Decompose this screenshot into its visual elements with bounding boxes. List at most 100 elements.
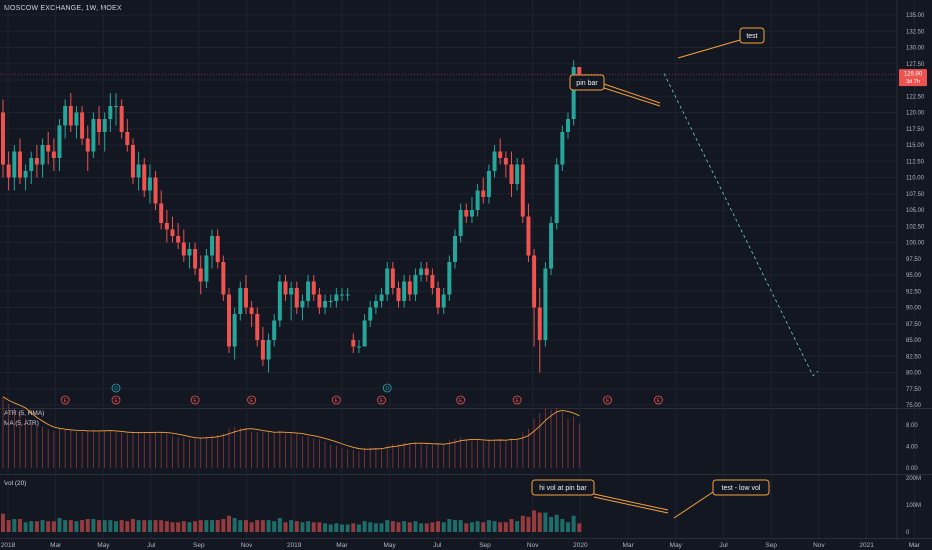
- event-marker-label: E: [606, 398, 610, 404]
- dividend-marker: [111, 383, 121, 393]
- candle-body: [170, 229, 175, 236]
- time-tick-label: Sep: [479, 542, 491, 549]
- candle-body: [23, 171, 28, 178]
- volume-tick-label: 200M: [906, 476, 921, 482]
- volume-bar: [40, 520, 45, 532]
- candle-body: [441, 294, 446, 308]
- volume-bar: [311, 522, 316, 532]
- earnings-marker: [377, 395, 386, 405]
- annotation-test-pointer: [677, 39, 741, 59]
- candle-body: [6, 164, 11, 178]
- candle-body: [125, 132, 130, 145]
- forecast-projection-line: [663, 73, 819, 377]
- volume-bar: [356, 524, 361, 532]
- dividend-marker: [382, 383, 392, 393]
- candle-body: [97, 119, 102, 132]
- volume-bar: [136, 520, 141, 532]
- volume-bar: [373, 523, 378, 532]
- candle-body: [503, 158, 508, 165]
- candle-body: [204, 255, 209, 282]
- volume-label: Vol (20): [4, 480, 27, 487]
- last-price-badge: [899, 69, 927, 87]
- volume-bar: [1, 513, 5, 532]
- candle-body: [340, 294, 344, 296]
- candle-body: [272, 320, 277, 340]
- volume-bar: [486, 520, 491, 532]
- price-tick-label: 87.50: [906, 322, 922, 328]
- candle-body: [390, 268, 395, 288]
- candle-body: [436, 288, 441, 308]
- price-tick-label: 107.50: [906, 192, 925, 198]
- volume-bar: [46, 521, 51, 532]
- time-tick-label: May: [670, 542, 683, 549]
- candle-body: [368, 307, 373, 321]
- price-tick-label: 95.00: [906, 273, 922, 279]
- earnings-marker: [603, 395, 612, 405]
- volume-bar: [379, 523, 384, 532]
- price-tick-label: 130.00: [906, 46, 925, 52]
- candle-body: [91, 119, 96, 152]
- time-tick-label: Jul: [147, 542, 156, 549]
- atr-tick-label: 4.00: [906, 444, 918, 450]
- volume-bar: [402, 521, 407, 532]
- annotation-pin-bar-pointer: [603, 87, 661, 107]
- volume-bar: [29, 521, 34, 532]
- candle-body: [227, 294, 231, 347]
- last-price-label: 125.90: [904, 72, 923, 78]
- candle-body: [249, 307, 254, 314]
- candle-body: [560, 132, 565, 165]
- volume-bar: [12, 519, 17, 532]
- volume-bar: [181, 521, 186, 532]
- volume-bar: [193, 521, 198, 532]
- volume-bar: [119, 520, 124, 532]
- candle-body: [323, 301, 328, 308]
- candle-body: [458, 210, 463, 236]
- volume-bar: [91, 519, 96, 532]
- volume-bar: [520, 515, 525, 532]
- candle-body: [385, 268, 390, 295]
- annotation-pin-bar-box: [569, 74, 605, 91]
- volume-bar: [390, 521, 395, 532]
- event-marker-label: E: [250, 398, 254, 404]
- volume-bar: [300, 522, 305, 532]
- volume-bar: [283, 522, 288, 532]
- candle-body: [543, 268, 548, 340]
- volume-bar: [498, 522, 503, 532]
- candle-body: [136, 164, 141, 178]
- volume-bar: [85, 519, 90, 532]
- candle-body: [306, 281, 311, 301]
- annotation-test-box: [739, 27, 765, 44]
- chart-title: MOSCOW EXCHANGE, 1W, MOEX: [4, 5, 122, 12]
- event-marker-label: D: [385, 386, 389, 392]
- candle-body: [419, 268, 424, 275]
- candle-body: [1, 112, 5, 165]
- volume-bar: [385, 520, 390, 532]
- volume-bar: [560, 519, 565, 532]
- time-tick-label: Nov: [527, 542, 539, 549]
- volume-bar: [51, 521, 56, 532]
- volume-bar: [68, 520, 73, 532]
- time-tick-label: Nov: [813, 542, 825, 549]
- candle-body: [153, 177, 158, 204]
- annotation-pin-bar-text: pin bar: [576, 80, 598, 87]
- volume-bar: [97, 520, 102, 532]
- volume-bar: [198, 520, 203, 532]
- time-tick-label: Mar: [622, 542, 634, 549]
- price-tick-label: 102.50: [906, 224, 925, 230]
- candle-body: [520, 164, 525, 217]
- volume-bar: [351, 523, 356, 532]
- volume-bar: [289, 520, 294, 532]
- candle-body: [515, 164, 520, 184]
- time-tick-label: May: [97, 542, 110, 549]
- volume-bar: [532, 510, 537, 532]
- candle-body: [255, 314, 260, 340]
- earnings-marker: [654, 395, 663, 405]
- volume-bar: [554, 514, 559, 532]
- price-tick-label: 127.50: [906, 62, 925, 68]
- volume-bar: [537, 512, 542, 532]
- annotation-test-text: test: [746, 33, 757, 40]
- atr-tick-label: 0.00: [906, 466, 918, 472]
- ma-label: MA (5, ATR): [4, 420, 39, 427]
- candle-body: [46, 145, 51, 152]
